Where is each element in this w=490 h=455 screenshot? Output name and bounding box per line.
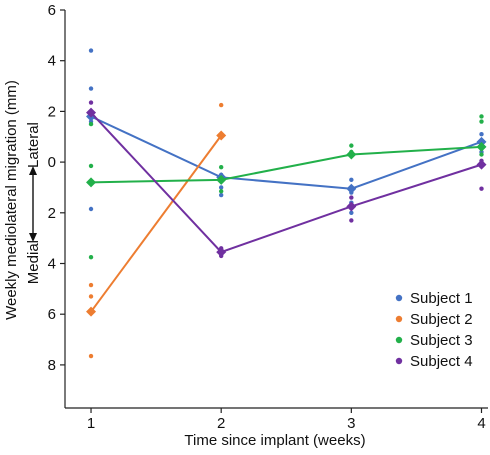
mean-marker bbox=[346, 183, 357, 194]
direction-arrow bbox=[29, 166, 37, 242]
y-tick-label: 6 bbox=[48, 2, 56, 19]
y-tick-label: 2 bbox=[48, 205, 56, 222]
data-point bbox=[349, 177, 354, 183]
mean-marker bbox=[476, 136, 487, 147]
y-tick-label: 0 bbox=[48, 154, 56, 171]
mean-marker bbox=[346, 149, 357, 160]
legend-marker bbox=[395, 315, 403, 323]
data-point bbox=[218, 185, 224, 190]
data-point bbox=[88, 163, 94, 169]
x-tick-label: 1 bbox=[87, 415, 95, 432]
data-point bbox=[349, 143, 354, 148]
data-point bbox=[479, 114, 484, 119]
data-point bbox=[479, 119, 484, 124]
data-point bbox=[88, 48, 94, 53]
labels: Time since implant (weeks) Weekly mediol… bbox=[3, 80, 366, 449]
mean-marker bbox=[346, 201, 357, 212]
data-point bbox=[218, 164, 224, 170]
data-point bbox=[479, 186, 484, 191]
mean-marker bbox=[216, 247, 227, 258]
mean-marker bbox=[216, 130, 227, 141]
legend-label: Subject 2 bbox=[410, 311, 473, 328]
axes bbox=[64, 10, 488, 409]
legend-marker bbox=[395, 294, 403, 302]
data-point bbox=[88, 353, 94, 359]
legend-label: Subject 1 bbox=[410, 290, 473, 307]
data-point bbox=[88, 254, 94, 260]
x-tick-label: 4 bbox=[477, 415, 485, 432]
series-4-mean bbox=[86, 107, 487, 258]
data-point bbox=[88, 100, 94, 105]
x-tick-label: 2 bbox=[217, 415, 225, 432]
data-point bbox=[349, 218, 354, 223]
data-point bbox=[218, 102, 224, 108]
y-tick-label: 6 bbox=[48, 306, 56, 323]
data-point bbox=[88, 121, 94, 127]
lateral-label: Lateral bbox=[25, 122, 42, 168]
mean-marker bbox=[476, 159, 487, 170]
data-point bbox=[88, 282, 94, 288]
series-line bbox=[90, 111, 482, 254]
data-point bbox=[218, 192, 224, 198]
legend-item: Subject 2 bbox=[395, 311, 473, 328]
series-3 bbox=[88, 114, 484, 260]
data-point bbox=[88, 206, 94, 212]
legend-item: Subject 4 bbox=[395, 353, 473, 370]
legend: Subject 1 Subject 2 Subject 3 Subject 4 bbox=[395, 290, 473, 370]
legend-label: Subject 3 bbox=[410, 332, 473, 349]
legend-item: Subject 1 bbox=[395, 290, 473, 307]
x-tick-label: 3 bbox=[347, 415, 355, 432]
data-point bbox=[479, 132, 484, 137]
data-point bbox=[218, 189, 224, 194]
ticks: 6 4 2 0 2 4 6 8 1 2 3 4 bbox=[48, 2, 486, 432]
mean-marker bbox=[216, 174, 227, 185]
y-tick-label: 2 bbox=[48, 103, 56, 120]
series-2 bbox=[88, 102, 224, 359]
data-point bbox=[88, 86, 94, 91]
y-tick-label: 8 bbox=[48, 357, 56, 374]
medial-label: Medial bbox=[25, 240, 42, 284]
series-3-mean bbox=[86, 141, 487, 188]
legend-label: Subject 4 bbox=[410, 353, 473, 370]
y-tick-label: 4 bbox=[48, 53, 56, 70]
series-line bbox=[91, 145, 482, 184]
y-tick-label: 4 bbox=[48, 256, 56, 273]
series-1 bbox=[88, 48, 484, 216]
data-point bbox=[349, 195, 354, 200]
mean-marker bbox=[476, 141, 487, 152]
series-2-mean bbox=[86, 130, 227, 317]
data-point bbox=[349, 210, 354, 216]
data-point bbox=[479, 152, 484, 157]
legend-item: Subject 3 bbox=[395, 332, 473, 349]
series-line bbox=[90, 115, 482, 190]
mean-marker bbox=[86, 306, 97, 317]
x-axis-label: Time since implant (weeks) bbox=[184, 432, 365, 449]
data-layer bbox=[86, 48, 487, 359]
y-axis-label: Weekly mediolateral migration (mm) bbox=[3, 80, 20, 320]
mean-marker bbox=[86, 177, 97, 188]
data-point bbox=[88, 294, 94, 299]
series-line bbox=[90, 134, 222, 313]
mean-marker bbox=[86, 107, 97, 118]
legend-marker bbox=[395, 357, 403, 365]
legend-marker bbox=[395, 336, 403, 344]
